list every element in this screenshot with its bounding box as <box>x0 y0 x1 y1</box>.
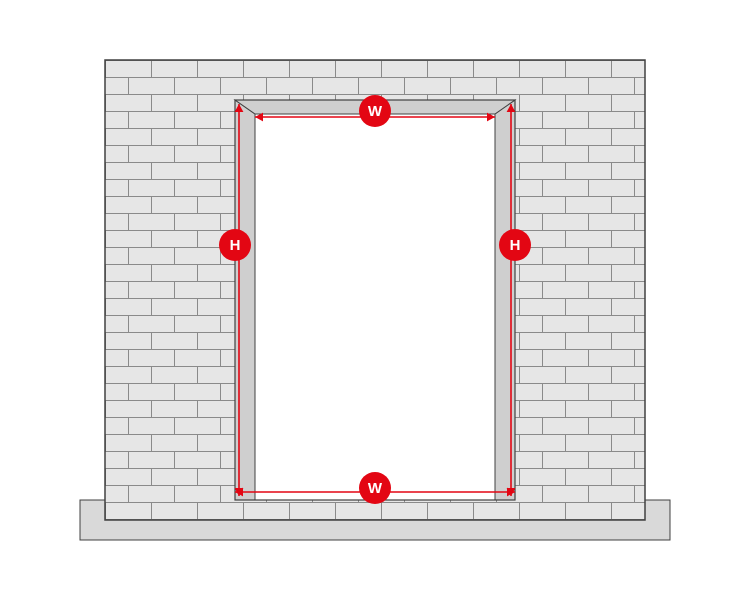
width-label-top: W <box>359 95 391 127</box>
label-text: H <box>230 237 241 254</box>
label-text: W <box>368 103 382 120</box>
height-label-right: H <box>499 229 531 261</box>
width-label-bottom: W <box>359 472 391 504</box>
label-text: W <box>368 480 382 497</box>
door-opening-diagram: W W H H <box>0 0 750 600</box>
diagram-svg <box>0 0 750 600</box>
height-label-left: H <box>219 229 251 261</box>
label-text: H <box>510 237 521 254</box>
